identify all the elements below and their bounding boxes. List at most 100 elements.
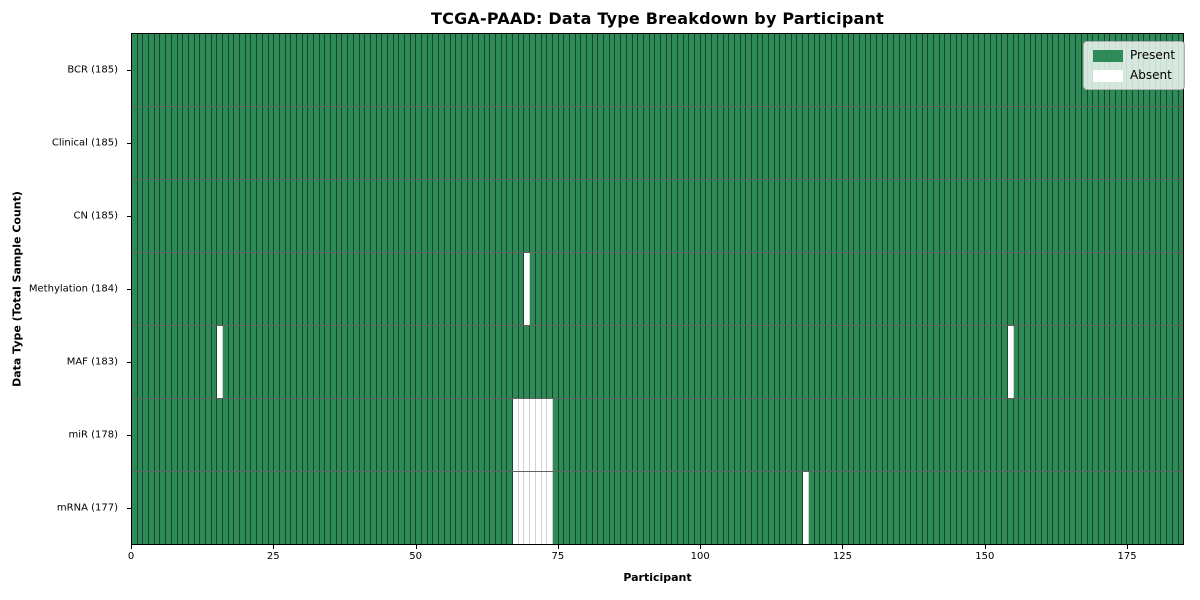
- heatmap-cell: [712, 34, 718, 106]
- x-tick-mark: [984, 545, 986, 549]
- heatmap-cell: [933, 253, 940, 325]
- legend-entry-present: Present: [1093, 49, 1175, 62]
- heatmap-cell: [916, 326, 923, 398]
- heatmap-cell: [808, 253, 815, 325]
- heatmap-cell: [734, 107, 741, 179]
- heatmap-cell: [649, 180, 656, 252]
- heatmap-cell: [757, 253, 764, 325]
- heatmap-cell: [166, 253, 172, 325]
- heatmap-cell: [268, 107, 275, 179]
- heatmap-cell: [854, 253, 860, 325]
- heatmap-cell: [1070, 399, 1077, 471]
- heatmap-cell: [968, 326, 974, 398]
- heatmap-cell: [643, 107, 650, 179]
- heatmap-cell: [780, 34, 787, 106]
- x-tick-label: 50: [409, 551, 422, 562]
- heatmap-cell: [575, 399, 582, 471]
- heatmap-cell: [251, 326, 258, 398]
- heatmap-cell: [507, 34, 514, 106]
- heatmap-cell: [473, 180, 479, 252]
- heatmap-cell: [399, 326, 405, 398]
- heatmap-cell: [820, 326, 826, 398]
- heatmap-cell: [291, 399, 297, 471]
- heatmap-cell: [1150, 326, 1156, 398]
- heatmap-cell: [1019, 326, 1025, 398]
- heatmap-cell: [1161, 253, 1168, 325]
- heatmap-cell: [951, 107, 957, 179]
- heatmap-cell: [274, 326, 280, 398]
- heatmap-cell: [501, 472, 508, 544]
- heatmap-cell: [1036, 180, 1042, 252]
- heatmap-cell: [194, 180, 201, 252]
- heatmap-cell: [757, 326, 764, 398]
- heatmap-cell: [609, 34, 616, 106]
- heatmap-cell: [1019, 472, 1025, 544]
- heatmap-cell: [973, 180, 980, 252]
- heatmap-cell: [899, 399, 906, 471]
- heatmap-cell: [911, 180, 917, 252]
- heatmap-cell: [1047, 326, 1054, 398]
- heatmap-cell: [274, 34, 280, 106]
- heatmap-cell: [450, 107, 457, 179]
- heatmap-cell: [649, 34, 656, 106]
- heatmap-cell: [740, 253, 747, 325]
- heatmap-cell: [734, 399, 741, 471]
- heatmap-cell: [1133, 326, 1139, 398]
- heatmap-cell: [649, 107, 656, 179]
- heatmap-cell: [706, 180, 713, 252]
- heatmap-cell: [939, 180, 946, 252]
- heatmap-cell: [1167, 399, 1173, 471]
- heatmap-cell: [979, 180, 986, 252]
- heatmap-cell: [1093, 253, 1099, 325]
- heatmap-cell: [473, 399, 479, 471]
- heatmap-cell: [1047, 253, 1054, 325]
- heatmap-cell: [587, 399, 593, 471]
- heatmap-cell: [547, 326, 553, 398]
- heatmap-cell: [825, 326, 832, 398]
- heatmap-cell: [410, 399, 417, 471]
- heatmap-plot: [131, 33, 1184, 545]
- heatmap-cell: [279, 107, 286, 179]
- heatmap-cell: [598, 399, 605, 471]
- heatmap-cell: [939, 107, 946, 179]
- heatmap-cell: [410, 34, 417, 106]
- heatmap-cell: [518, 326, 525, 398]
- x-tick-label: 75: [551, 551, 565, 562]
- heatmap-cell: [1104, 472, 1111, 544]
- heatmap-cell: [137, 253, 144, 325]
- heatmap-cell: [985, 326, 991, 398]
- heatmap-cell: [171, 472, 178, 544]
- heatmap-cell: [990, 326, 997, 398]
- y-tick-label-bcr: BCR (185): [67, 64, 118, 76]
- heatmap-cell: [1172, 180, 1179, 252]
- heatmap-cell: [382, 326, 388, 398]
- heatmap-cell: [842, 326, 849, 398]
- heatmap-cell: [774, 326, 781, 398]
- heatmap-cell: [695, 180, 701, 252]
- heatmap-cell: [956, 253, 963, 325]
- heatmap-cell: [484, 472, 491, 544]
- heatmap-cell: [137, 472, 144, 544]
- heatmap-cell: [1007, 34, 1014, 106]
- heatmap-cell: [1053, 253, 1060, 325]
- heatmap-cell: [467, 180, 474, 252]
- heatmap-cell: [478, 107, 485, 179]
- heatmap-cell: [211, 399, 218, 471]
- heatmap-cell: [461, 34, 468, 106]
- heatmap-cell: [831, 399, 838, 471]
- heatmap-cell: [996, 34, 1003, 106]
- heatmap-cell: [399, 472, 405, 544]
- heatmap-cell: [353, 253, 360, 325]
- x-axis: 0 25 50 75 100 125 150 175: [128, 545, 1184, 571]
- heatmap-cell: [666, 34, 673, 106]
- heatmap-cell: [865, 107, 872, 179]
- heatmap-cell: [996, 180, 1003, 252]
- heatmap-cell: [939, 326, 946, 398]
- heatmap-cell: [160, 107, 167, 179]
- heatmap-cell: [820, 399, 826, 471]
- heatmap-cell: [1133, 107, 1139, 179]
- heatmap-cell: [621, 326, 627, 398]
- heatmap-cell: [1104, 180, 1111, 252]
- heatmap-cell: [513, 107, 519, 179]
- heatmap-cell: [530, 253, 536, 325]
